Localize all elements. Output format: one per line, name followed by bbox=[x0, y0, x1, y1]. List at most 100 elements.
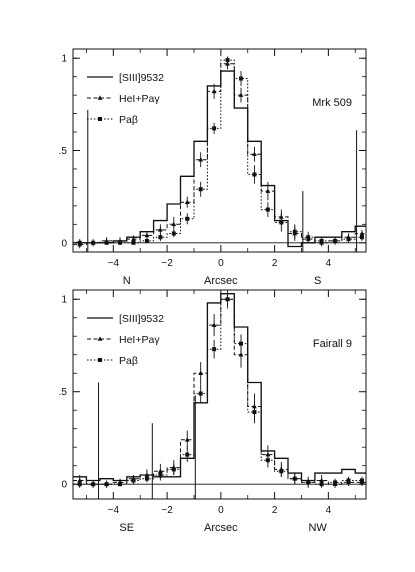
data-point-square bbox=[346, 237, 351, 242]
series-none-1 bbox=[73, 293, 366, 482]
x-tick-label: 4 bbox=[326, 258, 332, 269]
legend: [SIII]9532 HeI+Paγ Paβ bbox=[87, 72, 164, 126]
series-step-line bbox=[73, 59, 366, 244]
data-area bbox=[73, 56, 366, 252]
legend-label: Paβ bbox=[119, 355, 138, 367]
data-point-square bbox=[319, 482, 324, 487]
data-point-triangle bbox=[265, 188, 271, 193]
panel-annotation: Fairall 9 bbox=[313, 338, 352, 350]
data-point-square bbox=[171, 467, 176, 472]
data-point-square bbox=[77, 482, 82, 487]
x-tick-label: 0 bbox=[218, 505, 224, 516]
data-point-square bbox=[306, 480, 311, 485]
data-point-square bbox=[333, 238, 338, 243]
data-point-square bbox=[265, 458, 270, 463]
data-point-square bbox=[131, 478, 136, 483]
data-point-square bbox=[144, 476, 149, 481]
legend-label: Paβ bbox=[119, 114, 138, 126]
data-point-square bbox=[346, 478, 351, 483]
data-point-square bbox=[319, 238, 324, 243]
data-point-triangle bbox=[144, 232, 150, 238]
x-axis-label: Arcsec bbox=[204, 522, 238, 534]
data-point-square bbox=[77, 240, 82, 245]
data-point-triangle bbox=[131, 236, 136, 241]
data-point-square bbox=[252, 172, 257, 177]
legend: [SIII]9532 HeI+Paγ Paβ bbox=[87, 313, 164, 367]
data-point-square bbox=[144, 238, 149, 243]
data-point-square bbox=[158, 472, 163, 477]
data-point-square bbox=[131, 240, 136, 245]
data-point-triangle bbox=[77, 477, 83, 483]
data-point-square bbox=[104, 240, 109, 245]
data-point-triangle bbox=[144, 472, 150, 477]
x-label-left: N bbox=[123, 275, 131, 287]
data-point-triangle bbox=[238, 352, 244, 357]
series-square-3 bbox=[73, 56, 366, 247]
x-tick-label: −4 bbox=[108, 258, 120, 269]
data-point-square bbox=[292, 476, 297, 481]
series-step-line bbox=[73, 298, 366, 485]
x-tick-label: 4 bbox=[326, 505, 332, 516]
x-tick-label: −2 bbox=[161, 505, 173, 516]
data-point-square bbox=[118, 240, 123, 245]
data-point-square bbox=[118, 482, 123, 487]
data-point-square bbox=[239, 76, 244, 81]
x-axis-label: Arcsec bbox=[204, 275, 238, 287]
data-point-triangle bbox=[359, 230, 365, 236]
data-point-triangle bbox=[198, 157, 204, 162]
x-tick-label: 0 bbox=[218, 258, 224, 269]
data-point-triangle bbox=[198, 370, 204, 376]
data-point-triangle bbox=[238, 92, 244, 97]
data-area bbox=[73, 290, 366, 499]
data-point-square bbox=[91, 482, 96, 487]
x-tick-label: −2 bbox=[161, 258, 173, 269]
data-point-triangle bbox=[211, 322, 217, 327]
chart-panel-2: −4 −2 0 2 4 0 .5 1 [SIII]9532 HeI+Paγ Paβ Fairall 9… bbox=[59, 289, 367, 534]
data-point-square bbox=[198, 187, 203, 192]
y-tick-label: 0 bbox=[61, 238, 67, 249]
data-point-triangle bbox=[319, 477, 325, 483]
series-step-line bbox=[73, 293, 366, 482]
legend-marker-triangle bbox=[97, 336, 103, 341]
legend-marker-square bbox=[98, 117, 102, 121]
data-point-triangle bbox=[211, 88, 217, 94]
legend-label: HeI+Paγ bbox=[119, 93, 160, 105]
data-point-square bbox=[279, 220, 284, 225]
y-tick-label: 1 bbox=[61, 54, 67, 65]
data-point-triangle bbox=[184, 437, 190, 442]
data-point-triangle bbox=[157, 227, 163, 232]
data-point-square bbox=[171, 231, 176, 236]
x-tick-label: 2 bbox=[272, 258, 278, 269]
x-label-right: S bbox=[314, 275, 321, 287]
y-tick-label: .5 bbox=[59, 146, 68, 157]
data-point-square bbox=[198, 391, 203, 396]
data-point-square bbox=[306, 235, 311, 240]
data-point-square bbox=[359, 478, 364, 483]
x-label-left: SE bbox=[119, 522, 134, 534]
data-point-square bbox=[252, 410, 257, 415]
data-point-square bbox=[212, 347, 217, 352]
panel-annotation: Mrk 509 bbox=[312, 97, 352, 109]
data-point-square bbox=[185, 452, 190, 457]
legend-label: HeI+Paγ bbox=[119, 334, 160, 346]
data-point-square bbox=[225, 297, 230, 302]
series-square-3 bbox=[73, 293, 366, 488]
data-point-square bbox=[292, 229, 297, 234]
data-point-square bbox=[279, 469, 284, 474]
data-point-square bbox=[359, 235, 364, 240]
data-point-square bbox=[104, 482, 109, 487]
data-point-triangle bbox=[171, 221, 177, 227]
data-point-triangle bbox=[252, 151, 257, 156]
data-point-square bbox=[158, 235, 163, 240]
data-point-triangle bbox=[184, 199, 190, 204]
data-point-square bbox=[265, 207, 270, 212]
legend-marker-triangle bbox=[97, 95, 103, 100]
legend-marker-square bbox=[98, 358, 102, 362]
data-point-square bbox=[91, 240, 96, 245]
x-label-right: NW bbox=[308, 522, 327, 534]
data-point-square bbox=[212, 126, 217, 131]
x-tick-label: 2 bbox=[272, 505, 278, 516]
data-point-square bbox=[333, 480, 338, 485]
y-tick-label: 0 bbox=[61, 480, 67, 491]
